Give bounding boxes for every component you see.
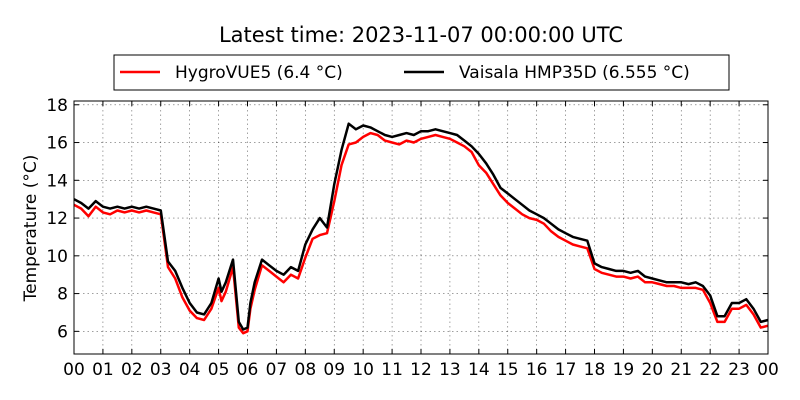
y-tick-label: 16 bbox=[46, 134, 68, 154]
legend: HygroVUE5 (6.4 °C) Vaisala HMP35D (6.555… bbox=[113, 54, 730, 91]
y-tick-label: 6 bbox=[57, 322, 68, 342]
x-tick-label: 09 bbox=[323, 360, 345, 380]
x-tick-label: 13 bbox=[439, 360, 461, 380]
x-tick-label: 23 bbox=[728, 360, 750, 380]
legend-label-vaisala: Vaisala HMP35D (6.555 °C) bbox=[459, 63, 690, 83]
x-tick-label: 18 bbox=[584, 360, 606, 380]
x-tick-label: 15 bbox=[497, 360, 519, 380]
x-tick-label: 00 bbox=[63, 360, 85, 380]
y-axis: 6 8 10 12 14 16 18 bbox=[46, 96, 768, 342]
y-tick-label: 14 bbox=[46, 171, 68, 191]
x-tick-label: 16 bbox=[526, 360, 548, 380]
x-tick-label: 07 bbox=[266, 360, 288, 380]
x-tick-label: 03 bbox=[150, 360, 172, 380]
x-axis: 00 01 02 03 04 05 06 07 08 09 10 11 12 13 14 15 16 17 18 19… bbox=[63, 101, 779, 380]
x-tick-label: 11 bbox=[381, 360, 403, 380]
x-tick-label: 17 bbox=[555, 360, 577, 380]
x-tick-label: 10 bbox=[352, 360, 374, 380]
x-tick-label: 21 bbox=[670, 360, 692, 380]
x-tick-label: 05 bbox=[208, 360, 230, 380]
x-tick-label: 02 bbox=[121, 360, 143, 380]
x-tick-label: 14 bbox=[468, 360, 490, 380]
series-line-vaisala bbox=[73, 122, 769, 331]
x-tick-label: 04 bbox=[179, 360, 201, 380]
x-tick-label: 08 bbox=[295, 360, 317, 380]
y-tick-label: 10 bbox=[46, 247, 68, 267]
y-tick-label: 12 bbox=[46, 209, 68, 229]
chart-title: Latest time: 2023-11-07 00:00:00 UTC bbox=[219, 23, 623, 47]
x-tick-label: 20 bbox=[642, 360, 664, 380]
x-tick-label: 06 bbox=[237, 360, 259, 380]
y-tick-label: 18 bbox=[46, 96, 68, 116]
y-axis-label: Temperature (°C) bbox=[21, 155, 41, 303]
series-lines bbox=[73, 122, 769, 335]
x-tick-label: 12 bbox=[410, 360, 432, 380]
series-line-hygrovue5 bbox=[73, 131, 769, 335]
x-tick-label: 00 bbox=[757, 360, 779, 380]
legend-label-hygrovue5: HygroVUE5 (6.4 °C) bbox=[175, 63, 343, 83]
x-tick-label: 01 bbox=[92, 360, 114, 380]
x-tick-label: 19 bbox=[613, 360, 635, 380]
x-tick-label: 22 bbox=[699, 360, 721, 380]
y-tick-label: 8 bbox=[57, 285, 68, 305]
